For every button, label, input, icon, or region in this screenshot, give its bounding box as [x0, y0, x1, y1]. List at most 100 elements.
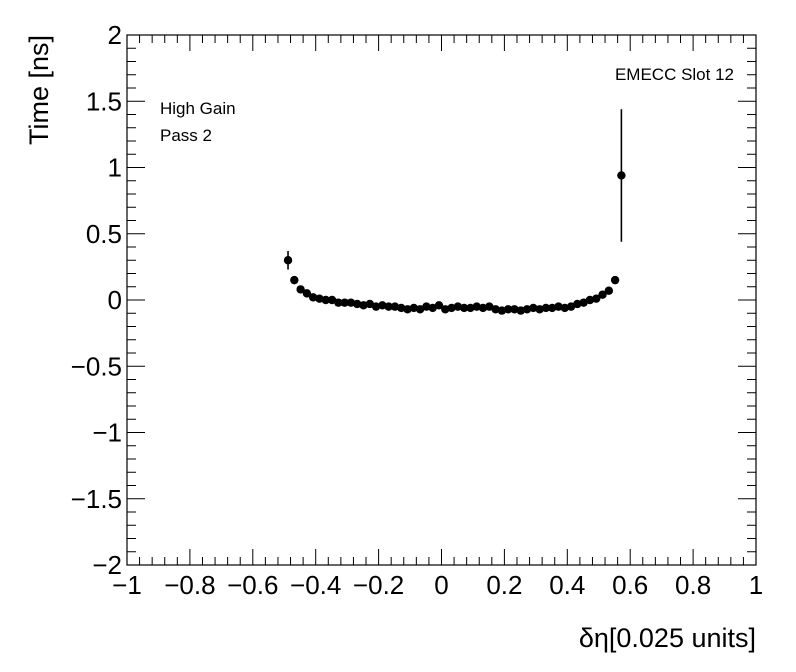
data-point — [308, 293, 318, 302]
point-marker — [353, 299, 362, 309]
data-point — [610, 275, 620, 285]
point-marker — [472, 302, 481, 311]
point-marker — [560, 303, 569, 313]
point-marker — [604, 286, 614, 295]
y-tick-labels: −2 −1.5 −1 −0.5 0 0.5 1 1.5 2 — [71, 20, 122, 580]
point-marker — [478, 303, 488, 313]
data-point — [346, 298, 356, 307]
point-marker — [359, 301, 368, 310]
point-marker — [422, 302, 431, 311]
data-point — [340, 298, 349, 307]
data-point — [453, 302, 463, 311]
data-point — [397, 303, 406, 313]
point-marker — [503, 305, 513, 314]
data-point — [390, 302, 400, 311]
data-point — [598, 290, 607, 299]
y-tick-label: 1 — [108, 153, 122, 183]
point-marker — [415, 305, 425, 314]
y-tick-label: −0.5 — [71, 351, 122, 381]
point-marker — [321, 295, 330, 305]
data-points — [283, 109, 626, 315]
point-marker — [617, 171, 626, 180]
data-point — [573, 299, 582, 309]
point-marker — [510, 305, 519, 314]
data-point — [296, 285, 305, 294]
data-point — [516, 306, 525, 315]
data-point — [579, 298, 588, 307]
y-tick-label: −2 — [92, 550, 122, 580]
point-marker — [535, 305, 544, 314]
data-point — [359, 301, 368, 310]
data-point — [321, 295, 330, 305]
x-tick-label: −0.4 — [290, 570, 341, 600]
data-point — [434, 301, 444, 310]
point-marker — [340, 298, 349, 307]
x-tick-label: −0.6 — [227, 570, 278, 600]
data-point — [566, 302, 576, 311]
point-marker — [441, 305, 450, 314]
gain-annotation: High Gain — [160, 99, 236, 118]
data-point — [497, 306, 507, 315]
data-point — [548, 303, 557, 313]
point-marker — [516, 306, 525, 315]
data-point — [384, 302, 393, 311]
data-point — [415, 305, 425, 314]
point-marker — [434, 301, 444, 310]
point-marker — [384, 302, 393, 311]
data-point — [403, 305, 412, 314]
data-point — [604, 286, 614, 295]
y-tick-label: 0.5 — [86, 219, 122, 249]
point-marker — [290, 275, 299, 285]
data-point — [459, 303, 469, 313]
point-marker — [522, 305, 532, 314]
point-marker — [327, 295, 337, 305]
data-point — [422, 302, 431, 311]
data-point — [529, 303, 538, 313]
point-marker — [283, 256, 293, 265]
point-marker — [459, 303, 469, 313]
point-marker — [296, 285, 305, 294]
point-marker — [610, 275, 620, 285]
data-point — [466, 303, 475, 313]
point-marker — [315, 294, 324, 303]
x-tick-label: 0 — [434, 570, 448, 600]
data-point — [478, 303, 488, 313]
y-tick-label: −1.5 — [71, 484, 122, 514]
data-point — [290, 275, 299, 285]
point-marker — [453, 302, 463, 311]
y-tick-label: −1 — [92, 418, 122, 448]
data-point — [315, 294, 324, 303]
data-point — [409, 303, 419, 313]
x-axis-title: δη[0.025 units] — [579, 623, 756, 653]
point-marker — [346, 298, 356, 307]
point-marker — [308, 293, 318, 302]
point-marker — [302, 289, 312, 298]
point-marker — [598, 290, 607, 299]
data-point — [617, 109, 626, 242]
point-marker — [554, 302, 563, 311]
point-marker — [592, 294, 601, 303]
data-point — [503, 305, 513, 314]
point-marker — [548, 303, 557, 313]
x-tick-label: −0.2 — [353, 570, 404, 600]
x-tick-label: −1 — [112, 570, 142, 600]
point-marker — [390, 302, 400, 311]
data-point — [554, 302, 563, 311]
pass-annotation: Pass 2 — [160, 126, 212, 145]
point-marker — [466, 303, 475, 313]
point-marker — [371, 302, 381, 311]
data-point — [472, 302, 481, 311]
point-marker — [403, 305, 412, 314]
y-tick-label: 2 — [108, 20, 122, 50]
data-point — [535, 305, 544, 314]
data-point — [327, 295, 337, 305]
data-point — [560, 303, 569, 313]
data-point — [371, 302, 381, 311]
point-marker — [491, 305, 500, 314]
y-axis-title: Time [ns] — [24, 35, 54, 145]
data-point — [510, 305, 519, 314]
y-tick-label: 1.5 — [86, 86, 122, 116]
data-point — [353, 299, 362, 309]
data-point — [334, 298, 343, 307]
